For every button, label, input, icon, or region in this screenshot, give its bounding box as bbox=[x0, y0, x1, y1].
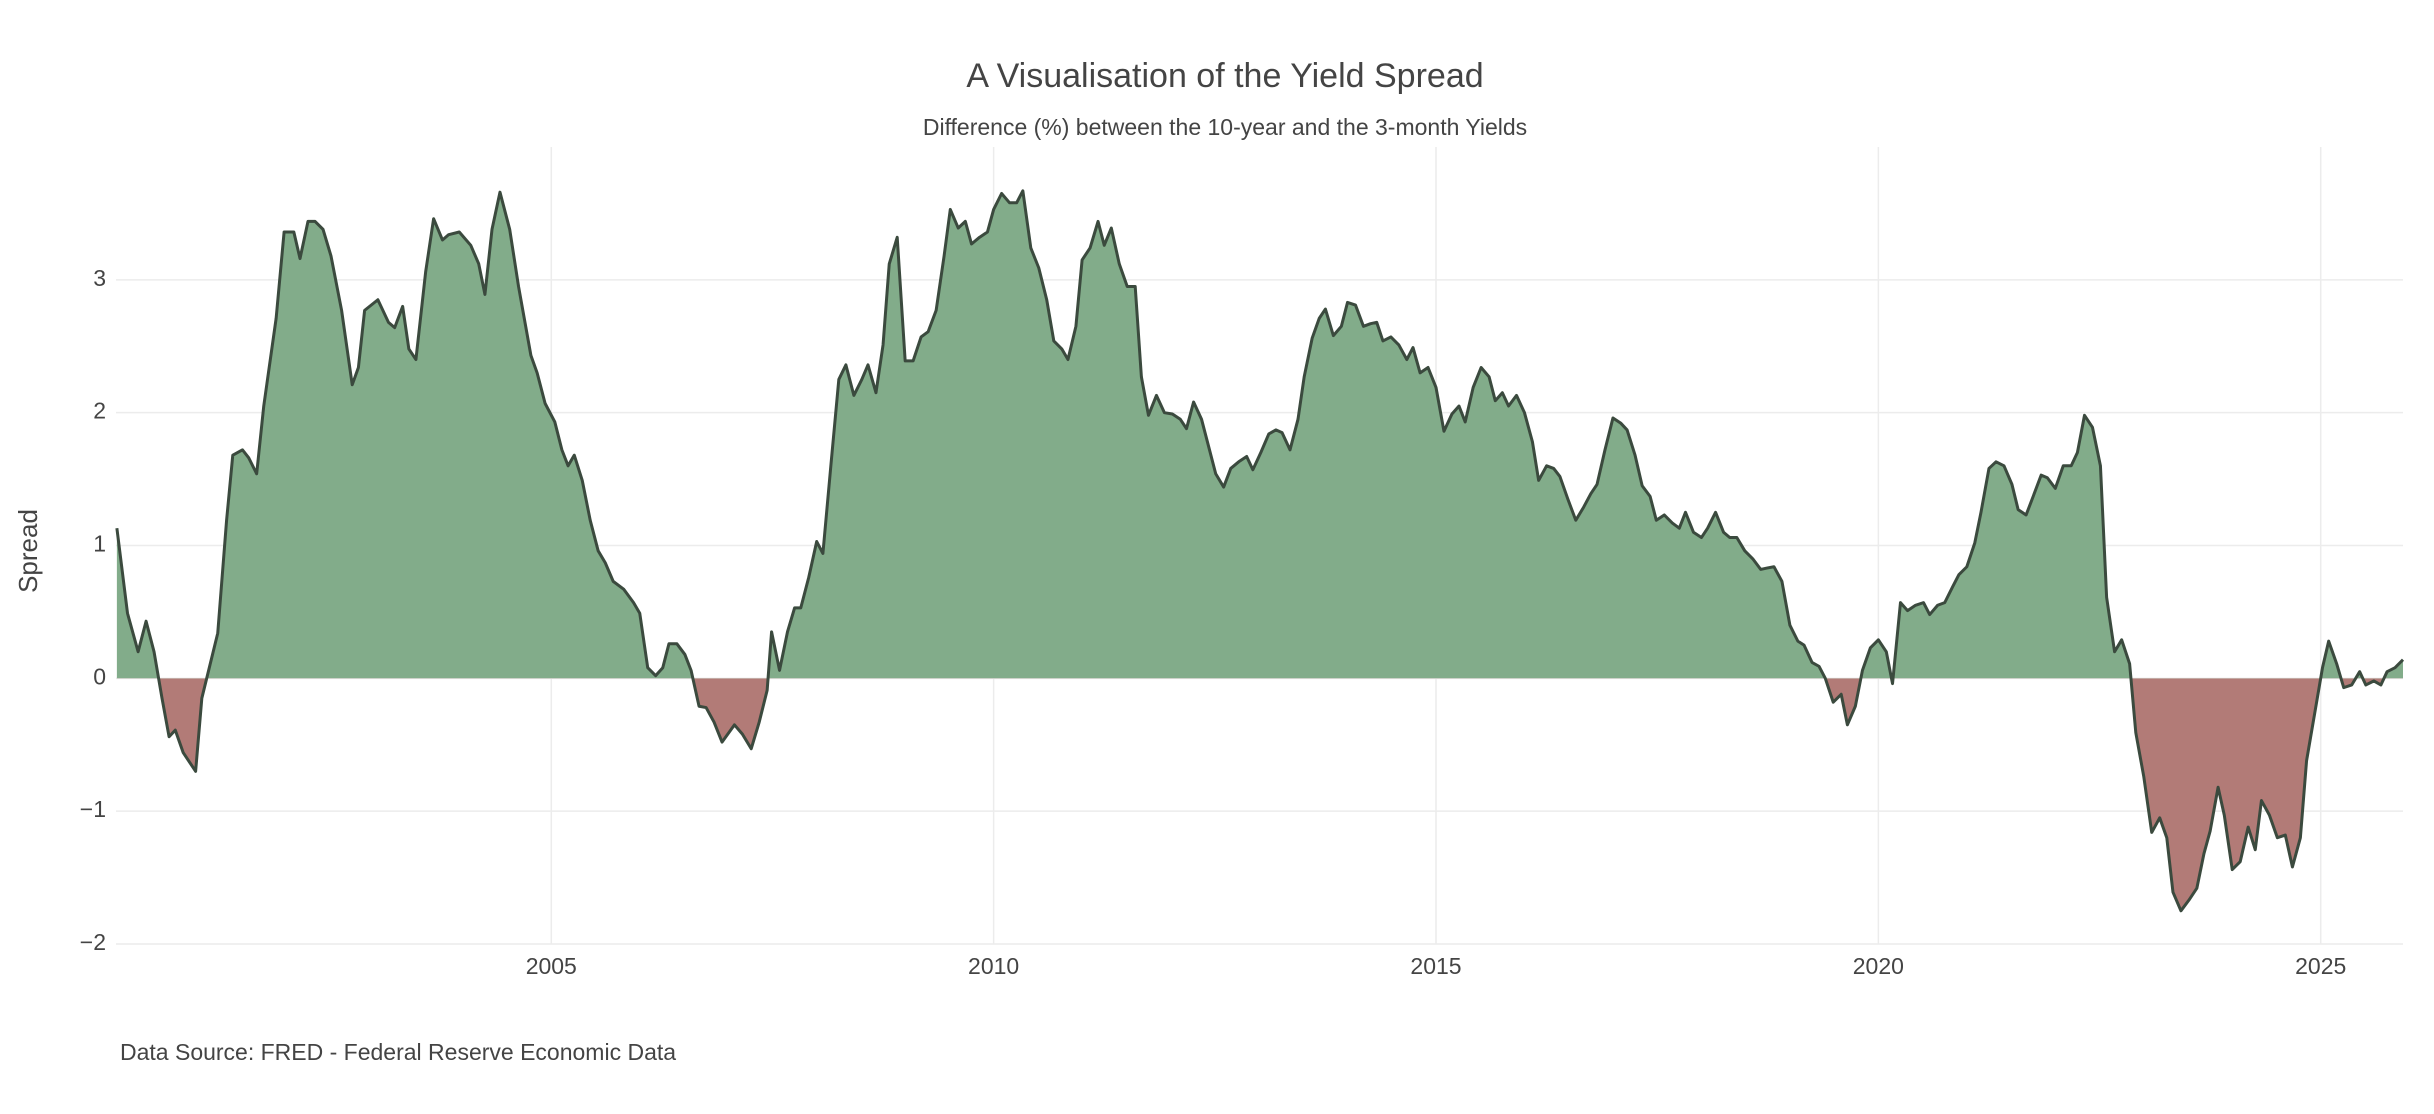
positive-area bbox=[116, 190, 2403, 679]
x-tick-label: 2025 bbox=[2295, 953, 2346, 979]
y-tick-label: −2 bbox=[80, 929, 106, 955]
y-tick-label: 0 bbox=[93, 663, 106, 689]
chart-subtitle: Difference (%) between the 10-year and t… bbox=[923, 114, 1527, 140]
spread-line bbox=[115, 189, 2405, 913]
x-tick-label: 2015 bbox=[1410, 953, 1461, 979]
chart-title: A Visualisation of the Yield Spread bbox=[966, 57, 1483, 95]
x-tick-label: 2010 bbox=[968, 953, 1019, 979]
x-tick-label: 2005 bbox=[526, 953, 577, 979]
x-tick-label: 2020 bbox=[1853, 953, 1904, 979]
negative-area bbox=[158, 678, 2384, 911]
y-tick-label: 1 bbox=[93, 531, 106, 557]
y-axis-title: Spread bbox=[13, 509, 43, 593]
y-tick-label: 2 bbox=[93, 398, 106, 424]
y-tick-label: −1 bbox=[80, 796, 106, 822]
source-note: Data Source: FRED - Federal Reserve Econ… bbox=[120, 1039, 676, 1065]
y-tick-label: 3 bbox=[93, 265, 106, 291]
